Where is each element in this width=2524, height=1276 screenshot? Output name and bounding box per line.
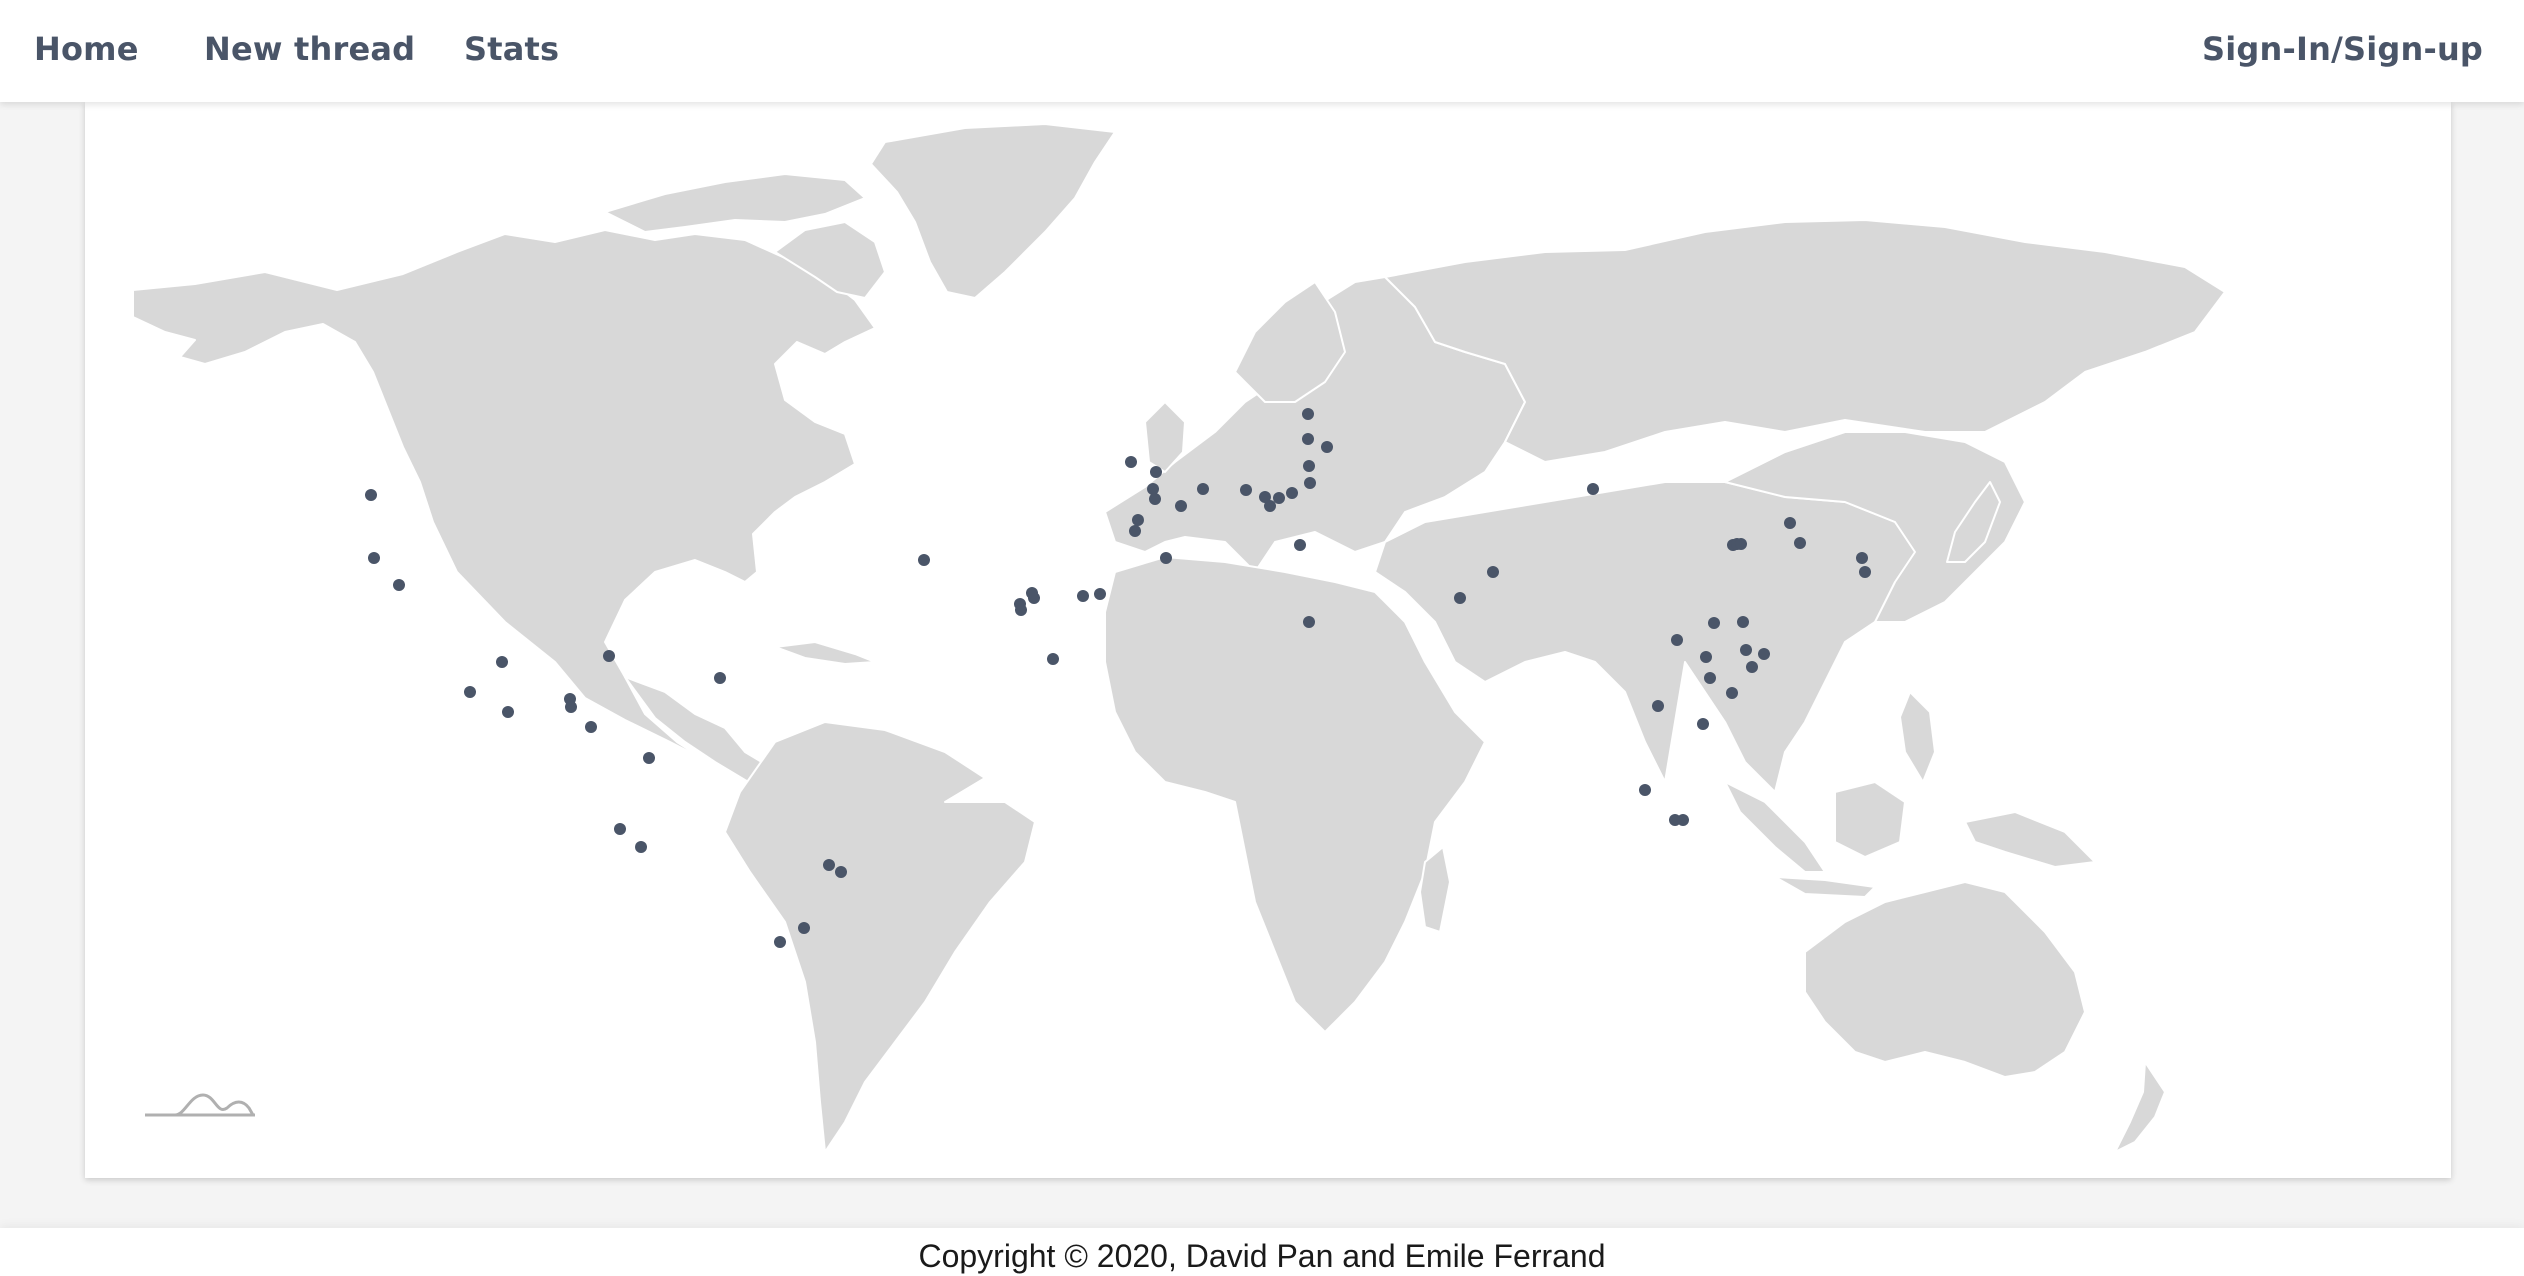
land-madagascar	[1419, 846, 1451, 933]
location-marker[interactable]	[1015, 604, 1027, 616]
location-marker[interactable]	[585, 721, 597, 733]
location-marker[interactable]	[1758, 648, 1770, 660]
land-sumatra	[1724, 781, 1826, 873]
location-marker[interactable]	[1294, 539, 1306, 551]
land-south-america	[724, 721, 1036, 1153]
location-marker[interactable]	[368, 552, 380, 564]
land-greenland	[870, 123, 1116, 299]
land-japan	[1946, 481, 2001, 563]
location-marker[interactable]	[1321, 441, 1333, 453]
land-north-america	[132, 229, 876, 761]
location-marker[interactable]	[1302, 433, 1314, 445]
land-baffin-island	[774, 221, 886, 299]
location-marker[interactable]	[1784, 517, 1796, 529]
location-marker[interactable]	[635, 841, 647, 853]
location-marker[interactable]	[1160, 552, 1172, 564]
land-masses	[132, 123, 2226, 1153]
location-marker[interactable]	[1132, 514, 1144, 526]
location-marker[interactable]	[714, 672, 726, 684]
location-marker[interactable]	[1240, 484, 1252, 496]
land-philippines	[1899, 691, 1936, 783]
land-java	[1774, 876, 1876, 898]
land-asia-south	[1374, 481, 1926, 793]
top-navbar: Home New thread Stats Sign-In/Sign-up	[0, 0, 2524, 102]
location-marker[interactable]	[496, 656, 508, 668]
location-marker[interactable]	[1175, 500, 1187, 512]
footer: Copyright © 2020, David Pan and Emile Fe…	[0, 1228, 2524, 1276]
location-marker[interactable]	[1794, 537, 1806, 549]
location-marker[interactable]	[365, 489, 377, 501]
location-marker[interactable]	[1859, 566, 1871, 578]
location-marker[interactable]	[1737, 616, 1749, 628]
land-russia	[1384, 219, 2226, 463]
location-marker[interactable]	[1639, 784, 1651, 796]
location-marker[interactable]	[1652, 700, 1664, 712]
location-marker[interactable]	[1303, 616, 1315, 628]
location-marker[interactable]	[1735, 538, 1747, 550]
location-marker[interactable]	[1704, 672, 1716, 684]
location-marker[interactable]	[1677, 814, 1689, 826]
land-new-zealand	[2114, 1061, 2166, 1153]
location-marker[interactable]	[393, 579, 405, 591]
world-map[interactable]	[85, 102, 2451, 1178]
location-marker[interactable]	[823, 859, 835, 871]
nav-home-link[interactable]: Home	[34, 30, 139, 68]
location-marker[interactable]	[774, 936, 786, 948]
location-marker[interactable]	[1708, 617, 1720, 629]
land-great-britain	[1144, 401, 1186, 473]
location-marker[interactable]	[1094, 588, 1106, 600]
land-australia	[1804, 881, 2086, 1078]
land-arctic-islands	[604, 173, 866, 233]
nav-signin-link[interactable]: Sign-In/Sign-up	[2202, 30, 2484, 68]
location-marker[interactable]	[1129, 525, 1141, 537]
land-borneo	[1834, 781, 1906, 858]
location-marker[interactable]	[1302, 408, 1314, 420]
location-marker[interactable]	[1487, 566, 1499, 578]
land-east-asia	[1724, 431, 2026, 623]
location-marker[interactable]	[1149, 493, 1161, 505]
location-marker[interactable]	[1700, 651, 1712, 663]
location-marker[interactable]	[565, 701, 577, 713]
copyright-text: Copyright © 2020, David Pan and Emile Fe…	[918, 1238, 1606, 1274]
nav-new-thread-link[interactable]: New thread	[204, 30, 416, 68]
nav-stats-link[interactable]: Stats	[464, 30, 560, 68]
location-marker[interactable]	[1697, 718, 1709, 730]
location-marker[interactable]	[1150, 466, 1162, 478]
location-marker[interactable]	[1026, 587, 1038, 599]
location-marker[interactable]	[603, 650, 615, 662]
location-marker[interactable]	[1856, 552, 1868, 564]
location-marker[interactable]	[1740, 644, 1752, 656]
location-marker[interactable]	[1125, 456, 1137, 468]
location-marker[interactable]	[1303, 460, 1315, 472]
location-marker[interactable]	[1147, 483, 1159, 495]
location-marker[interactable]	[1264, 500, 1276, 512]
location-marker[interactable]	[464, 686, 476, 698]
location-marker[interactable]	[1047, 653, 1059, 665]
location-marker[interactable]	[1304, 477, 1316, 489]
location-marker[interactable]	[1587, 483, 1599, 495]
location-marker[interactable]	[835, 866, 847, 878]
land-scandinavia	[1234, 281, 1346, 403]
location-marker[interactable]	[1197, 483, 1209, 495]
location-marker[interactable]	[1671, 634, 1683, 646]
location-marker[interactable]	[1286, 487, 1298, 499]
location-marker[interactable]	[643, 752, 655, 764]
location-marker[interactable]	[1726, 687, 1738, 699]
wave-logo-icon	[145, 1093, 255, 1117]
location-marker[interactable]	[1077, 590, 1089, 602]
location-marker[interactable]	[798, 922, 810, 934]
location-marker[interactable]	[1454, 592, 1466, 604]
location-marker[interactable]	[502, 706, 514, 718]
world-map-card[interactable]	[85, 102, 2451, 1178]
location-marker[interactable]	[1273, 492, 1285, 504]
location-marker[interactable]	[918, 554, 930, 566]
location-marker[interactable]	[1259, 491, 1271, 503]
location-markers[interactable]	[365, 408, 1871, 948]
land-cuba	[774, 641, 876, 665]
land-africa	[1104, 556, 1486, 1033]
land-new-guinea	[1964, 811, 2096, 868]
location-marker[interactable]	[1746, 661, 1758, 673]
location-marker[interactable]	[614, 823, 626, 835]
